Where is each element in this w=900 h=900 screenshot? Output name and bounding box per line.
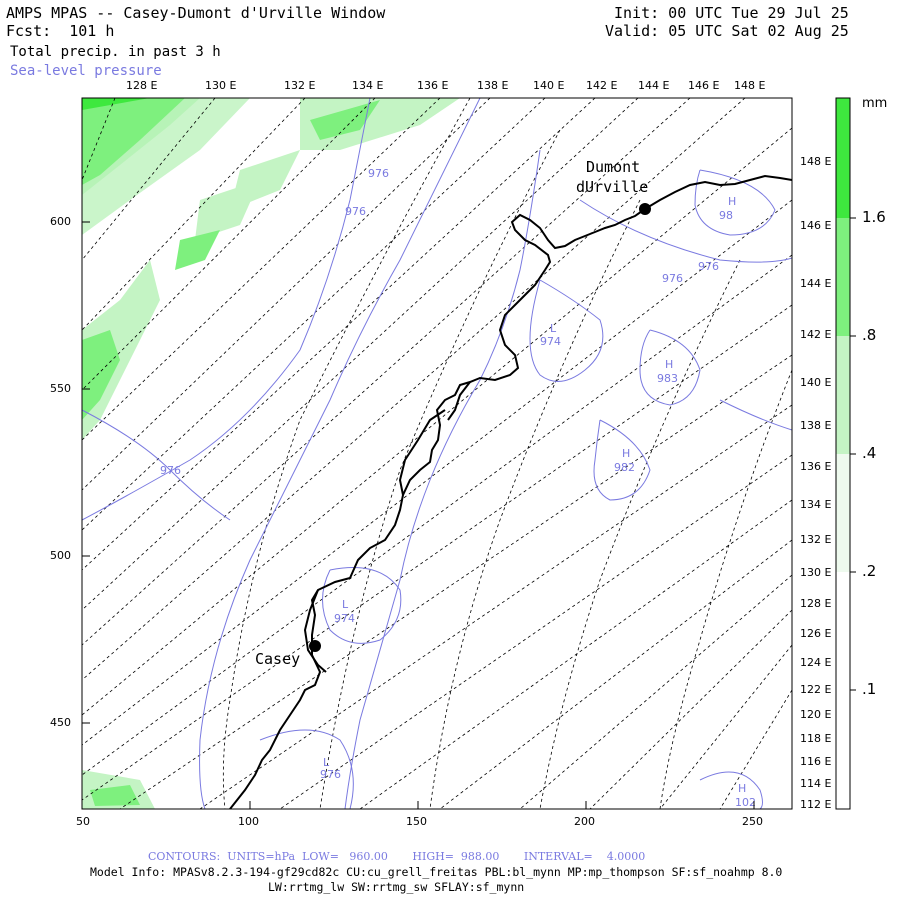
top-lon-label: 134 E xyxy=(352,79,384,92)
right-lon-label: 126 E xyxy=(800,627,832,640)
top-lon-label: 138 E xyxy=(477,79,509,92)
slp-label: 976 xyxy=(345,205,366,218)
y-axis-label: 450 xyxy=(50,716,71,729)
x-axis-label: 250 xyxy=(742,815,763,828)
right-lon-label: 130 E xyxy=(800,566,832,579)
colorbar-tick-label: .4 xyxy=(862,444,877,462)
top-lon-label: 128 E xyxy=(126,79,158,92)
casey-label: Casey xyxy=(255,650,301,668)
slp-label: 976 xyxy=(368,167,389,180)
right-lon-label: 134 E xyxy=(800,498,832,511)
top-lon-label: 136 E xyxy=(417,79,449,92)
right-lon-label: 114 E xyxy=(800,777,832,790)
contour-info: CONTOURS: UNITS=hPa LOW= 960.00 HIGH= 98… xyxy=(148,850,646,863)
high-center-marker: H xyxy=(622,447,630,460)
top-lon-label: 140 E xyxy=(533,79,565,92)
colorbar-segment xyxy=(836,336,850,454)
right-lon-label: 140 E xyxy=(800,376,832,389)
slp-label: 983 xyxy=(657,372,678,385)
slp-labels: 976 976 976 976 974 974 976 983 982 98 1… xyxy=(160,167,756,809)
dumont-durville-label-line1: Dumont xyxy=(586,158,641,176)
right-lon-label: 128 E xyxy=(800,597,832,610)
map-title: AMPS MPAS -- Casey-Dumont d'Urville Wind… xyxy=(6,4,386,22)
high-center-marker: H xyxy=(665,358,673,371)
station-markers xyxy=(309,203,651,652)
colorbar-segment xyxy=(836,454,850,572)
colorbar-unit: mm xyxy=(862,96,888,111)
dumont-durville-station-marker xyxy=(639,203,651,215)
y-axis-label: 500 xyxy=(50,549,71,562)
slp-label: 102 xyxy=(735,796,756,809)
coastline xyxy=(229,174,792,809)
right-lon-label: 138 E xyxy=(800,419,832,432)
casey-station-marker xyxy=(309,640,321,652)
right-lon-label: 120 E xyxy=(800,708,832,721)
valid-time: Valid: 05 UTC Sat 02 Aug 25 xyxy=(605,22,849,40)
x-axis-label: 100 xyxy=(238,815,259,828)
field-slp-label: Sea-level pressure xyxy=(10,63,162,79)
low-center-marker: L xyxy=(342,598,349,611)
slp-label: 976 xyxy=(160,464,181,477)
right-lon-label: 118 E xyxy=(800,732,832,745)
physics-info: LW:rrtmg_lw SW:rrtmg_sw SFLAY:sf_mynn xyxy=(268,880,525,894)
colorbar-tick-label: 1.6 xyxy=(862,208,886,226)
x-axis-label: 200 xyxy=(574,815,595,828)
top-lon-label: 146 E xyxy=(688,79,720,92)
plot-area: 976 976 976 976 974 974 976 983 982 98 1… xyxy=(82,98,792,809)
colorbar xyxy=(835,97,856,810)
low-center-marker: L xyxy=(323,756,330,769)
slp-label: 974 xyxy=(334,612,355,625)
right-lon-label: 146 E xyxy=(800,219,832,232)
right-lon-label: 116 E xyxy=(800,755,832,768)
x-axis-label: 50 xyxy=(76,815,90,828)
colorbar-tick-label: .8 xyxy=(862,326,877,344)
top-lon-label: 142 E xyxy=(586,79,618,92)
slp-centers: L L L H H H H xyxy=(323,195,746,795)
top-lon-label: 132 E xyxy=(284,79,316,92)
colorbar-tick-label: .2 xyxy=(862,562,877,580)
precip-shading xyxy=(82,98,460,809)
slp-label: 976 xyxy=(698,260,719,273)
dumont-durville-label-line2: dUrville xyxy=(576,178,649,196)
graticule xyxy=(82,98,792,809)
right-lon-label: 142 E xyxy=(800,328,832,341)
slp-label: 976 xyxy=(662,272,683,285)
right-lon-label: 132 E xyxy=(800,533,832,546)
field-precip-label: Total precip. in past 3 h xyxy=(10,44,221,60)
top-lon-label: 144 E xyxy=(638,79,670,92)
slp-label: 976 xyxy=(320,768,341,781)
high-center-marker: H xyxy=(738,782,746,795)
plot-border xyxy=(81,97,793,810)
slp-label: 98 xyxy=(719,209,733,222)
axis-ticks xyxy=(81,221,755,809)
right-lon-label: 136 E xyxy=(800,460,832,473)
high-center-marker: H xyxy=(728,195,736,208)
colorbar-segment xyxy=(836,98,850,218)
model-info: Model Info: MPASv8.2.3-194-gf29cd82c CU:… xyxy=(90,865,783,879)
top-lon-label: 130 E xyxy=(205,79,237,92)
low-center-marker: L xyxy=(550,322,557,335)
forecast-hour: Fcst: 101 h xyxy=(6,22,115,40)
right-lon-label: 148 E xyxy=(800,155,832,168)
slp-label: 982 xyxy=(614,461,635,474)
right-lon-label: 122 E xyxy=(800,683,832,696)
init-time: Init: 00 UTC Tue 29 Jul 25 xyxy=(614,4,849,22)
right-lon-label: 112 E xyxy=(800,798,832,811)
right-lon-label: 144 E xyxy=(800,277,832,290)
x-axis-label: 150 xyxy=(406,815,427,828)
colorbar-tick-label: .1 xyxy=(862,680,877,698)
y-axis-label: 550 xyxy=(50,382,71,395)
colorbar-segment xyxy=(836,572,850,809)
slp-label: 974 xyxy=(540,335,561,348)
slp-contours xyxy=(82,98,792,809)
colorbar-segment xyxy=(836,218,850,336)
top-lon-label: 148 E xyxy=(734,79,766,92)
y-axis-label: 600 xyxy=(50,215,71,228)
right-lon-label: 124 E xyxy=(800,656,832,669)
